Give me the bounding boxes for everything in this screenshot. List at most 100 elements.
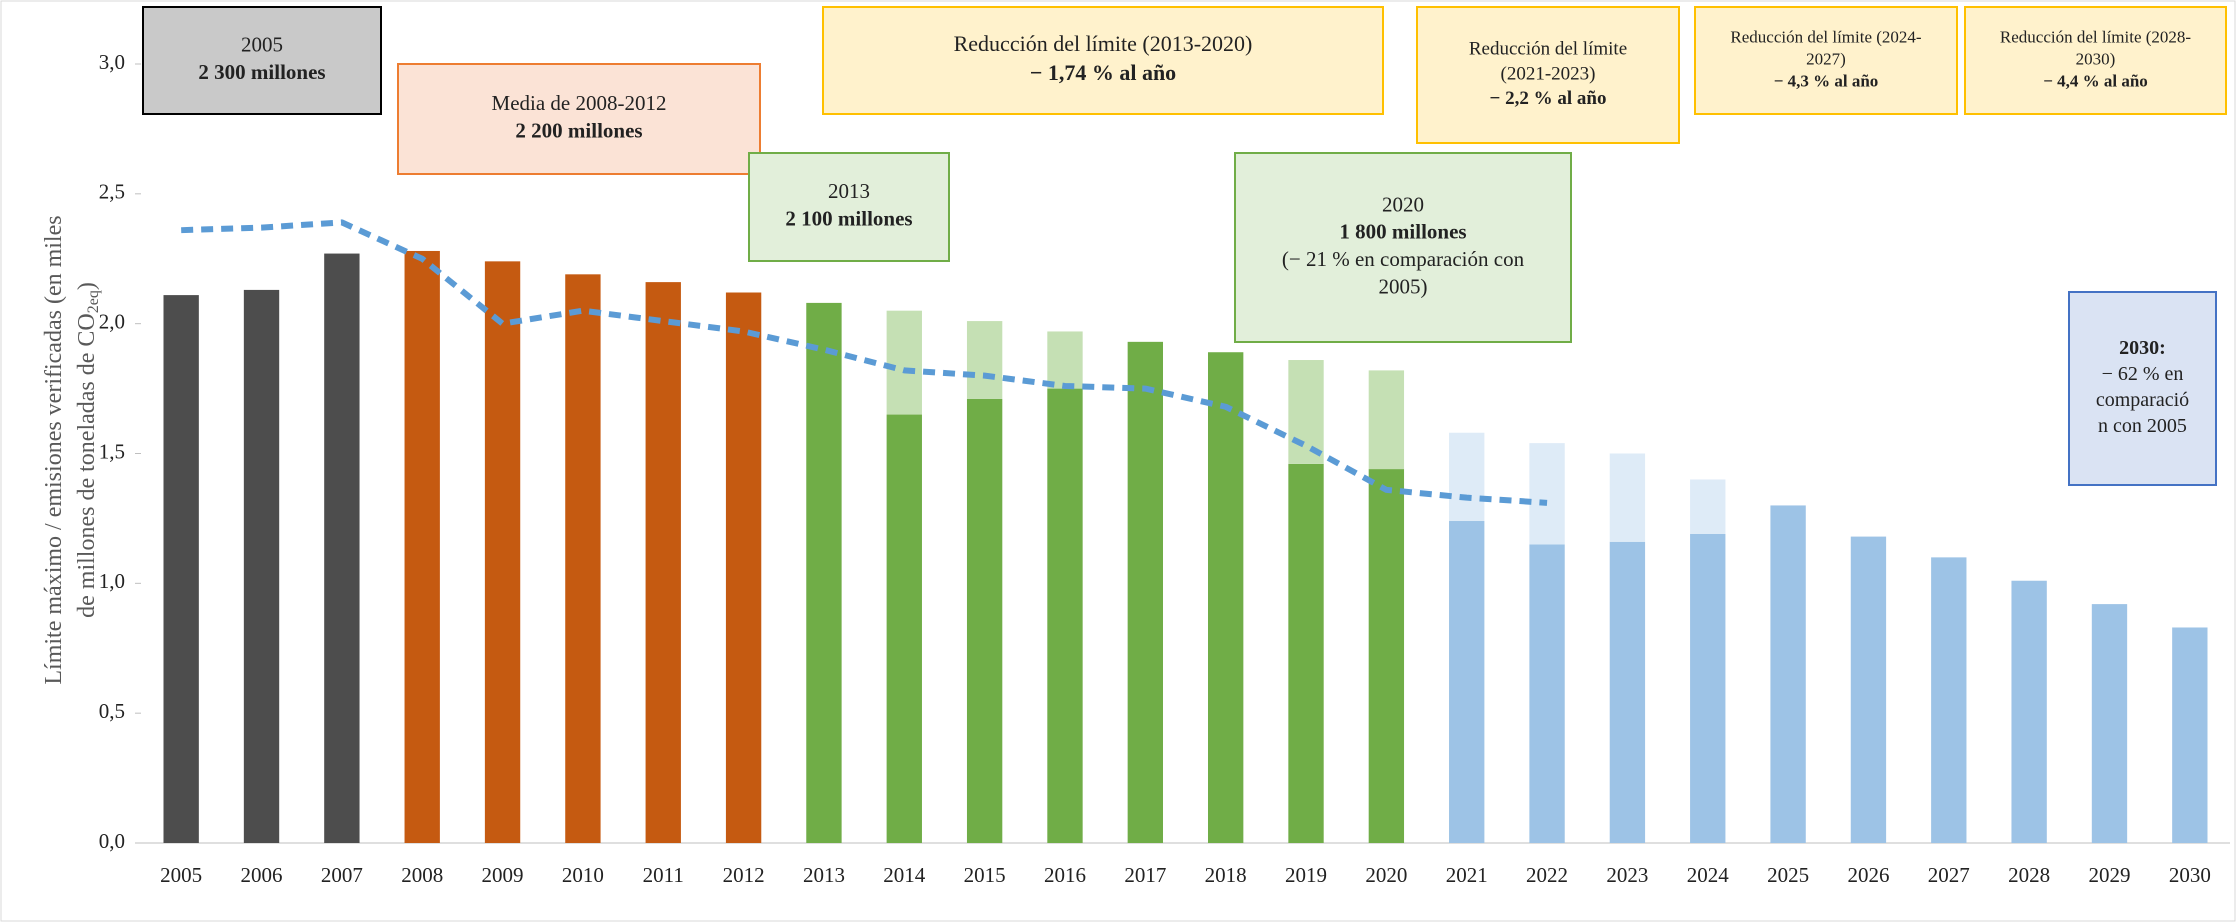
annotation-text: (2021-2023) xyxy=(1501,63,1596,84)
bar xyxy=(243,289,280,843)
y-tick-label: 1,5 xyxy=(99,439,125,463)
bar xyxy=(1207,352,1244,843)
bar xyxy=(806,302,842,844)
annotation-box xyxy=(397,63,761,175)
x-tick-label: 2030 xyxy=(2169,863,2211,887)
annotation-text: Reducción del límite xyxy=(1469,39,1627,60)
x-tick-label: 2024 xyxy=(1687,863,1730,887)
annotation-text: 2020 xyxy=(1382,192,1424,216)
bar xyxy=(1529,544,1565,843)
x-tick-label: 2027 xyxy=(1928,863,1970,887)
annotation-text: − 1,74 % al año xyxy=(1030,60,1176,85)
bar xyxy=(1288,360,1324,464)
bar xyxy=(1368,469,1405,843)
bar xyxy=(1931,557,1967,843)
x-tick-label: 2028 xyxy=(2008,863,2050,887)
bar xyxy=(966,321,1003,399)
annotation-box xyxy=(822,6,1384,115)
annotation-text: 2 100 millones xyxy=(785,206,912,230)
annotation-text: 2030) xyxy=(2076,49,2116,68)
y-axis-label: Límite máximo / emisiones verificadas (e… xyxy=(41,215,67,684)
y-label-line: de millones de toneladas de CO xyxy=(74,313,100,618)
annotation-text: − 4,3 % al año xyxy=(1774,72,1879,91)
x-tick-label: 2022 xyxy=(1526,863,1568,887)
bar xyxy=(966,398,1003,843)
annotation-text: 2013 xyxy=(828,179,870,203)
annotation-text: Reducción del límite (2024- xyxy=(1730,27,1922,46)
bar xyxy=(2172,627,2208,843)
x-tick-label: 2007 xyxy=(321,863,363,887)
bar xyxy=(404,250,440,843)
annotation-text: − 2,2 % al año xyxy=(1490,88,1607,109)
annotation-box xyxy=(1694,6,1958,115)
y-axis-label: de millones de toneladas de CO2eq) xyxy=(74,282,102,618)
annotation-box xyxy=(1234,152,1572,343)
bar xyxy=(725,292,762,843)
x-tick-label: 2018 xyxy=(1205,863,1247,887)
bar xyxy=(1529,443,1565,545)
annotation-box xyxy=(2068,291,2217,486)
annotation-text: 2030: xyxy=(2119,337,2166,359)
trend-line xyxy=(181,219,1548,506)
x-tick-label: 2005 xyxy=(160,863,202,887)
annotation-text: 2 300 millones xyxy=(198,60,325,84)
annotation-box xyxy=(1416,6,1680,144)
bar xyxy=(886,310,922,415)
x-tick-label: 2011 xyxy=(643,863,684,887)
x-tick-label: 2020 xyxy=(1365,863,1407,887)
annotation-text: 2005) xyxy=(1379,274,1428,298)
annotation-text: Reducción del límite (2028- xyxy=(2000,27,2192,46)
bar xyxy=(565,274,601,844)
bar xyxy=(1449,521,1485,843)
annotation-text: − 4,4 % al año xyxy=(2043,72,2148,91)
x-tick-label: 2016 xyxy=(1044,863,1086,887)
annotation-text: Reducción del límite (2013-2020) xyxy=(954,31,1253,56)
y-tick-label: 2,0 xyxy=(99,309,125,333)
annotation-text: 2027) xyxy=(1806,49,1846,68)
bar xyxy=(1047,331,1083,389)
x-tick-label: 2019 xyxy=(1285,863,1327,887)
annotation-text: n con 2005 xyxy=(2098,415,2187,437)
x-tick-label: 2009 xyxy=(482,863,524,887)
x-tick-label: 2013 xyxy=(803,863,845,887)
x-tick-label: 2008 xyxy=(401,863,443,887)
annotation-text: comparació xyxy=(2096,389,2189,411)
y-tick-label: 0,0 xyxy=(99,829,125,853)
x-tick-label: 2006 xyxy=(241,863,283,887)
annotation-text: 2005 xyxy=(241,33,283,57)
annotation-text: Media de 2008-2012 xyxy=(492,91,667,115)
bar xyxy=(163,295,199,843)
annotation-text: − 62 % en xyxy=(2102,363,2184,385)
bar xyxy=(886,414,922,843)
bar xyxy=(1850,536,1887,843)
y-tick-label: 3,0 xyxy=(99,50,125,74)
bar xyxy=(1609,453,1646,542)
x-tick-label: 2025 xyxy=(1767,863,1809,887)
x-tick-label: 2029 xyxy=(2088,863,2130,887)
y-tick-label: 2,5 xyxy=(99,180,125,204)
y-tick-label: 1,0 xyxy=(99,569,125,593)
bar xyxy=(645,282,681,843)
y-label-line: Límite máximo / emisiones verificadas (e… xyxy=(41,215,67,684)
annotation-box xyxy=(142,6,382,115)
y-label-end: ) xyxy=(74,282,100,290)
y-tick-label: 0,5 xyxy=(99,699,125,723)
x-tick-label: 2014 xyxy=(883,863,926,887)
bar xyxy=(1449,432,1485,522)
bar xyxy=(1690,479,1726,534)
x-tick-label: 2017 xyxy=(1124,863,1166,887)
bar xyxy=(2091,604,2128,843)
annotation-box xyxy=(748,152,950,262)
x-tick-label: 2015 xyxy=(964,863,1006,887)
bar xyxy=(1288,463,1324,843)
x-tick-label: 2012 xyxy=(723,863,765,887)
x-tick-label: 2023 xyxy=(1606,863,1648,887)
y-label-sub: 2eq xyxy=(85,290,102,313)
bar xyxy=(1127,341,1164,843)
bar xyxy=(484,261,521,843)
bar xyxy=(1770,505,1806,843)
annotation-box xyxy=(1964,6,2227,115)
x-tick-label: 2021 xyxy=(1446,863,1488,887)
